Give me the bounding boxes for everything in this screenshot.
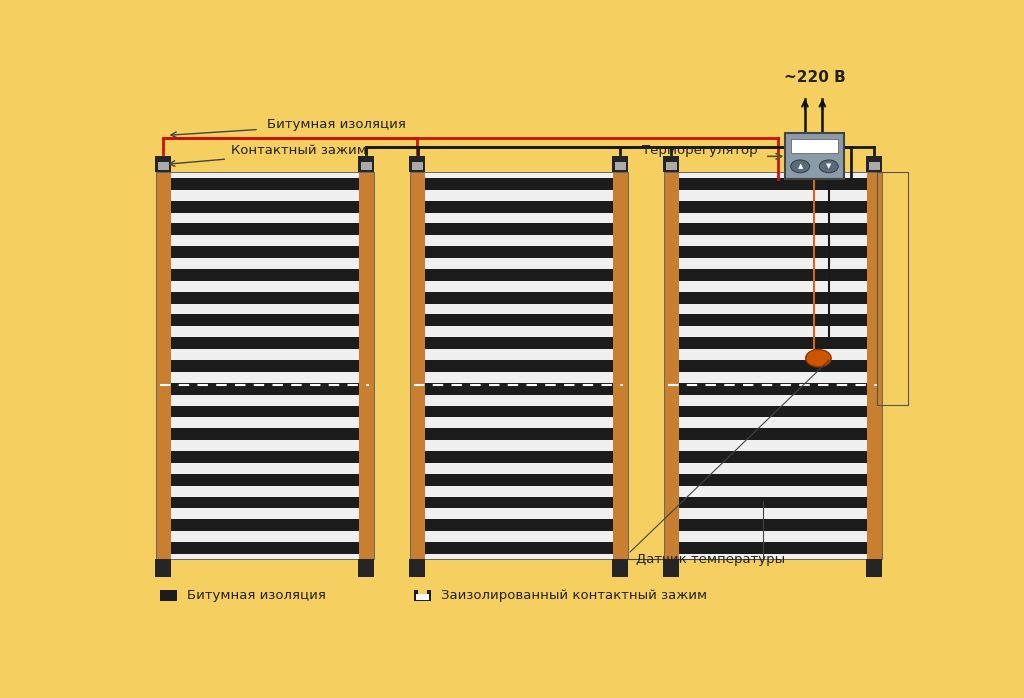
Bar — [419, 591, 427, 595]
Bar — [425, 315, 612, 327]
Text: Битумная изоляция: Битумная изоляция — [186, 589, 326, 602]
Bar — [171, 178, 358, 190]
Bar — [679, 178, 866, 190]
Bar — [425, 178, 612, 190]
Bar — [410, 559, 425, 577]
Bar — [614, 162, 626, 170]
Bar — [664, 559, 679, 577]
Text: Датчик температуры: Датчик температуры — [636, 553, 785, 566]
Bar — [425, 200, 612, 212]
Bar — [156, 559, 171, 577]
Bar — [171, 200, 358, 212]
Text: Битумная изоляция: Битумная изоляция — [267, 117, 406, 131]
Bar — [866, 172, 882, 559]
Bar — [171, 542, 358, 554]
Bar — [679, 269, 866, 281]
Bar — [679, 474, 866, 486]
Bar — [664, 172, 882, 559]
Bar — [358, 172, 374, 559]
Bar — [679, 360, 866, 372]
Bar — [425, 496, 612, 508]
Bar — [679, 519, 866, 531]
Bar — [679, 223, 866, 235]
Bar — [679, 429, 866, 440]
Bar — [414, 590, 431, 602]
Bar — [171, 292, 358, 304]
Bar — [612, 172, 628, 559]
Bar — [360, 162, 372, 170]
Bar — [866, 559, 883, 577]
Bar — [160, 590, 177, 602]
Bar — [664, 172, 882, 559]
Bar — [156, 156, 171, 172]
Bar — [171, 315, 358, 327]
Bar — [425, 519, 612, 531]
Bar — [425, 451, 612, 463]
Bar — [666, 162, 677, 170]
Bar — [171, 223, 358, 235]
Text: Заизолированный контактный зажим: Заизолированный контактный зажим — [440, 589, 707, 602]
Bar — [425, 542, 612, 554]
Bar — [171, 474, 358, 486]
Bar — [171, 337, 358, 349]
Circle shape — [806, 350, 831, 366]
Bar — [158, 162, 169, 170]
Bar — [171, 269, 358, 281]
Text: ▲: ▲ — [798, 163, 803, 169]
Text: Терморегулятор: Терморегулятор — [642, 144, 758, 158]
Bar — [156, 172, 374, 559]
Bar — [425, 292, 612, 304]
Text: Контактный зажим: Контактный зажим — [231, 144, 367, 158]
Text: ▼: ▼ — [826, 163, 831, 169]
Bar — [425, 406, 612, 417]
Bar — [425, 223, 612, 235]
Bar — [171, 451, 358, 463]
Bar — [358, 156, 375, 172]
Bar — [412, 162, 423, 170]
Bar — [156, 172, 374, 559]
Bar — [784, 133, 844, 179]
Bar — [156, 172, 171, 559]
Bar — [791, 139, 839, 153]
Bar — [425, 337, 612, 349]
Bar — [171, 246, 358, 258]
Bar — [679, 542, 866, 554]
Bar — [171, 429, 358, 440]
Bar — [358, 559, 375, 577]
Bar — [679, 315, 866, 327]
Bar — [679, 451, 866, 463]
Bar — [171, 383, 358, 394]
Bar — [868, 162, 880, 170]
Bar — [679, 383, 866, 394]
Bar — [425, 360, 612, 372]
Bar — [612, 156, 629, 172]
Text: ~220 В: ~220 В — [783, 70, 846, 85]
Circle shape — [791, 160, 810, 173]
Bar — [171, 360, 358, 372]
Bar — [679, 246, 866, 258]
Bar — [425, 474, 612, 486]
Bar — [425, 269, 612, 281]
Circle shape — [819, 160, 839, 173]
Bar — [679, 200, 866, 212]
Bar — [410, 172, 425, 559]
Bar — [410, 172, 628, 559]
Bar — [425, 429, 612, 440]
Bar — [679, 406, 866, 417]
Bar — [410, 172, 628, 559]
Bar — [171, 406, 358, 417]
Bar — [679, 292, 866, 304]
Bar — [664, 156, 679, 172]
Bar — [679, 337, 866, 349]
Bar — [612, 559, 629, 577]
Bar — [171, 519, 358, 531]
Bar — [410, 156, 425, 172]
Bar — [866, 156, 883, 172]
Bar — [425, 246, 612, 258]
Bar — [416, 595, 429, 600]
Bar — [679, 496, 866, 508]
Bar — [425, 383, 612, 394]
Bar — [664, 172, 679, 559]
Bar — [171, 496, 358, 508]
